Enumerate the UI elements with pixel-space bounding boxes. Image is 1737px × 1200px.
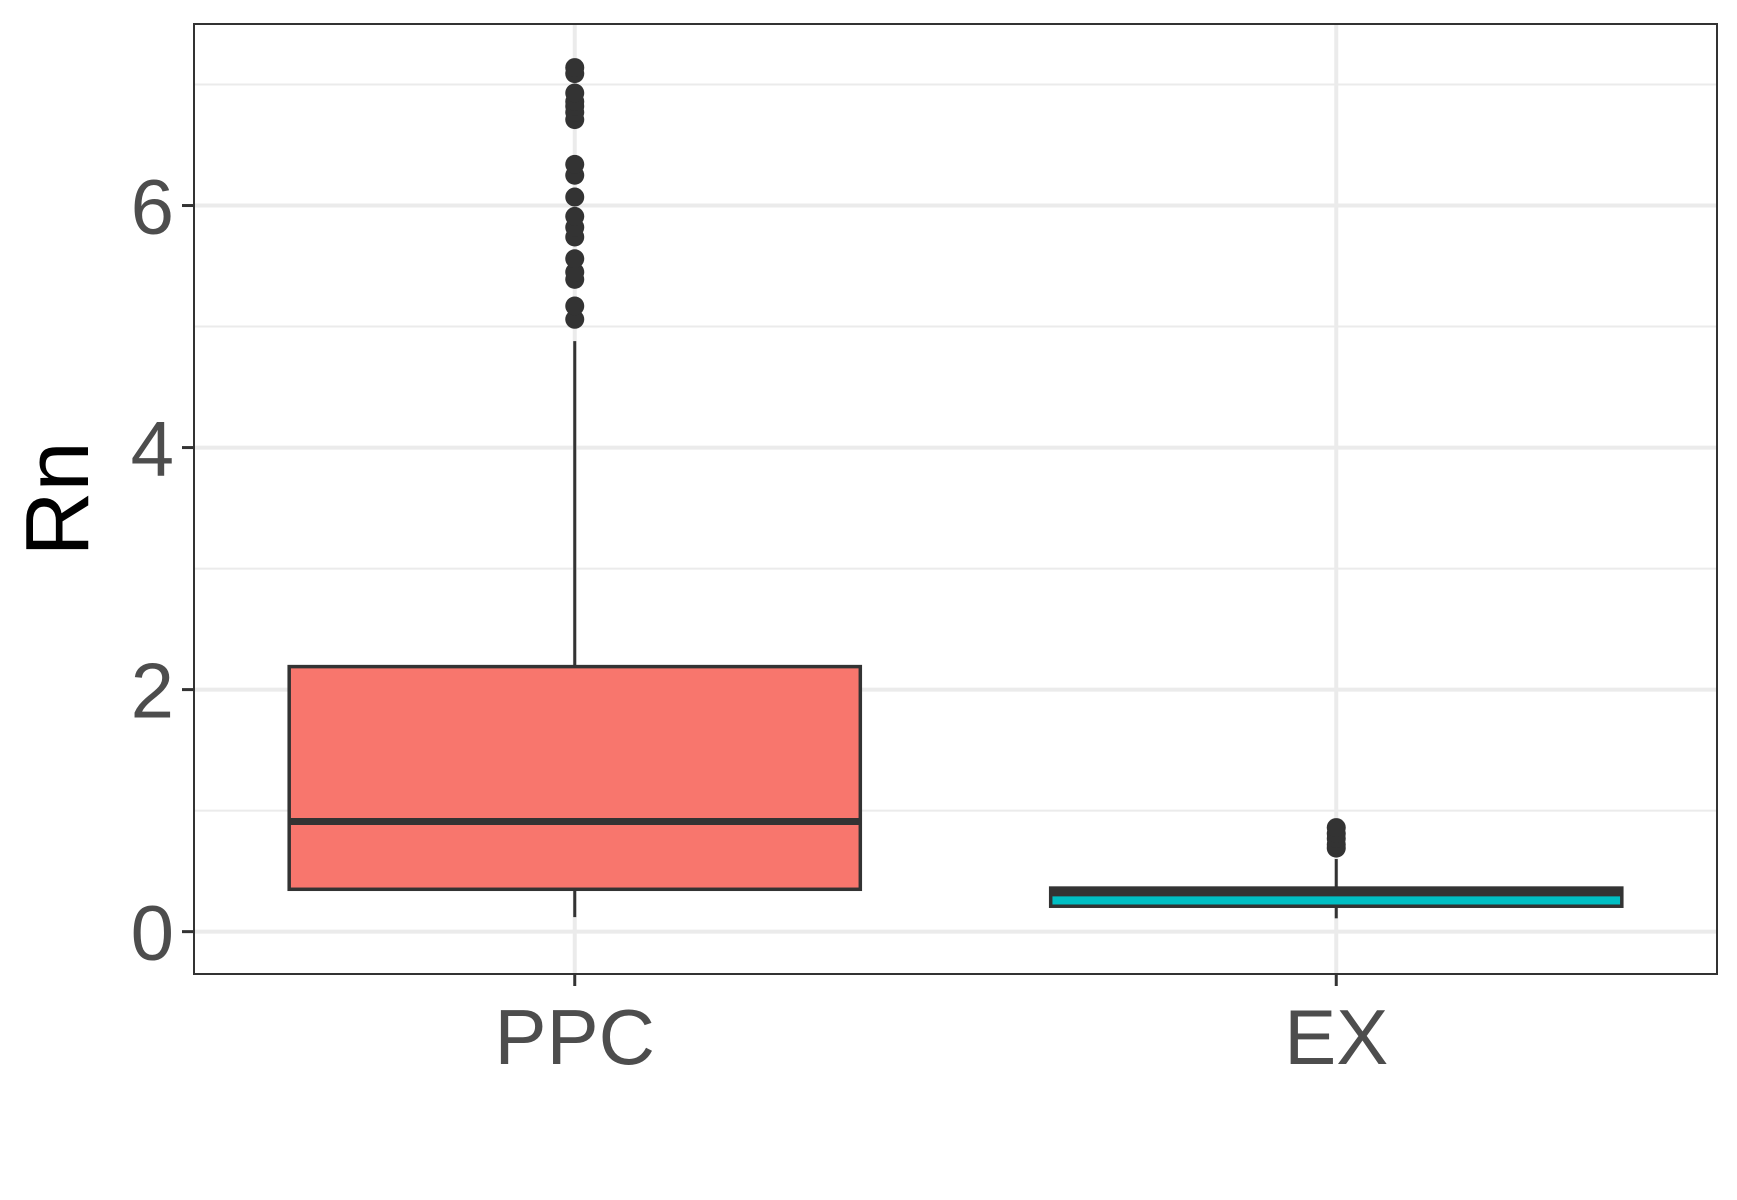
y-tick-label: 2 bbox=[131, 647, 174, 735]
y-tick-label: 4 bbox=[131, 405, 174, 493]
plot-panel-border bbox=[193, 23, 1718, 975]
y-axis: 0 2 4 6 bbox=[131, 163, 194, 977]
outlier-point bbox=[565, 154, 585, 174]
x-axis: PPC EX bbox=[495, 974, 1388, 1081]
box-series bbox=[287, 58, 1624, 919]
outlier-point bbox=[1326, 818, 1346, 838]
outlier-point bbox=[565, 58, 585, 78]
y-tick-label: 0 bbox=[131, 889, 174, 977]
outlier-point bbox=[565, 309, 585, 329]
outlier-point bbox=[565, 249, 585, 269]
outlier-point bbox=[565, 206, 585, 226]
outlier-point bbox=[565, 262, 585, 282]
box-ppc bbox=[287, 58, 863, 918]
y-tick-label: 6 bbox=[131, 163, 174, 251]
box-ex bbox=[1048, 818, 1624, 919]
x-tick-label: PPC bbox=[495, 993, 655, 1081]
outlier-point bbox=[565, 83, 585, 103]
y-axis-title: Rn bbox=[8, 441, 108, 556]
outlier-point bbox=[565, 296, 585, 316]
box-iqr bbox=[287, 664, 863, 892]
x-tick-label: EX bbox=[1284, 993, 1388, 1081]
outlier-point bbox=[565, 187, 585, 207]
